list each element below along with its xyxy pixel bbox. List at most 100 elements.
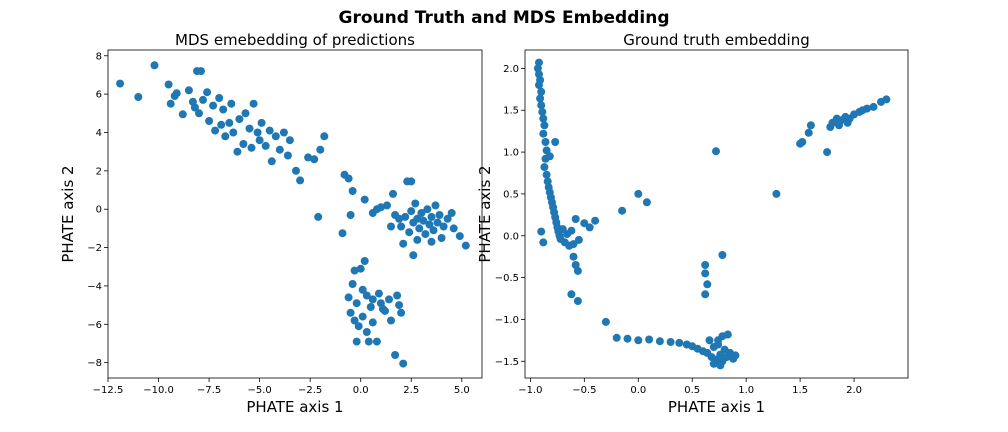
scatter-point: [731, 351, 740, 360]
scatter-point: [409, 251, 418, 260]
scatter-point: [580, 219, 589, 228]
scatter-point: [798, 138, 807, 146]
scatter-point: [411, 199, 420, 208]
scatter-point: [362, 328, 371, 336]
scatter-point: [435, 211, 444, 219]
scatter-point: [257, 118, 266, 127]
scatter-point: [804, 128, 813, 137]
scatter-point: [338, 229, 347, 238]
scatter-point: [374, 289, 383, 298]
y-tick-label: −4: [87, 281, 102, 292]
scatter-point: [116, 79, 125, 88]
scatter-point: [407, 177, 416, 186]
y-tick-label: −6: [87, 320, 102, 331]
scatter-point: [378, 304, 387, 313]
scatter-point: [423, 205, 432, 214]
scatter-point: [655, 337, 664, 346]
scatter-point: [366, 303, 375, 311]
scatter-point: [227, 99, 236, 108]
scatter-point: [304, 153, 313, 162]
scatter-point: [723, 330, 732, 339]
scatter-point: [718, 251, 727, 259]
scatter-point: [431, 201, 440, 210]
y-tick-label: 1.0: [503, 148, 519, 159]
y-tick-label: −0.5: [495, 273, 519, 284]
scatter-point: [535, 81, 543, 90]
scatter-point: [267, 157, 276, 166]
scatter-point: [634, 189, 643, 198]
scatter-point: [346, 308, 355, 317]
scatter-point: [221, 132, 230, 141]
scatter-point: [358, 312, 367, 321]
x-tick-label: −2.5: [298, 385, 322, 396]
axes-frame: [107, 49, 483, 379]
x-tick-label: −10.0: [143, 385, 174, 396]
scatter-point: [164, 80, 173, 89]
scatter-point: [134, 93, 143, 101]
x-tick-label: −7.5: [197, 385, 221, 396]
y-axis-label: PHATE axis 2: [476, 165, 494, 262]
scatter-point: [539, 114, 548, 123]
scatter-point: [215, 94, 224, 102]
scatter-point: [350, 266, 359, 275]
scatter-point: [348, 187, 357, 195]
scatter-point: [429, 226, 438, 235]
scatter-point: [279, 128, 288, 137]
scatter-point: [843, 118, 852, 127]
scatter-point: [395, 214, 404, 223]
scatter-point: [172, 89, 181, 98]
scatter-point: [360, 195, 369, 204]
scatter-points: [116, 61, 470, 368]
scatter-point: [642, 198, 651, 207]
scatter-point: [235, 115, 244, 124]
y-tick-label: 6: [96, 90, 102, 101]
y-tick-label: 2.0: [503, 64, 519, 75]
x-tick-label: 1.0: [738, 385, 754, 396]
scatter-point: [413, 214, 422, 223]
scatter-point: [229, 128, 238, 137]
scatter-points: [533, 58, 891, 370]
scatter-point: [314, 212, 323, 221]
scatter-point: [211, 126, 220, 135]
scatter-point: [271, 132, 280, 141]
x-tick-label: −5.0: [247, 385, 271, 396]
scatter-point: [320, 132, 329, 141]
scatter-point: [419, 216, 428, 225]
scatter-point: [397, 222, 406, 231]
scatter-point: [541, 138, 550, 146]
scatter-point: [352, 337, 361, 346]
scatter-point: [285, 136, 294, 145]
scatter-point: [344, 174, 353, 183]
scatter-point: [835, 121, 843, 130]
scatter-point: [573, 297, 582, 305]
subplot-title: MDS emebedding of predictions: [175, 31, 415, 49]
scatter-point: [539, 129, 548, 138]
scatter-point: [437, 234, 446, 242]
scatter-point: [376, 203, 385, 212]
scatter-point: [415, 224, 424, 233]
scatter-point: [316, 145, 325, 154]
scatter-point: [675, 338, 684, 347]
scatter-point: [395, 301, 404, 310]
scatter-point: [383, 201, 391, 210]
scatter-point: [716, 361, 725, 370]
scatter-point: [401, 212, 410, 221]
scatter-point: [542, 170, 551, 179]
scatter-point: [397, 308, 406, 317]
scatter-point: [296, 176, 305, 185]
scatter-point: [439, 222, 448, 231]
scatter-point: [399, 239, 408, 248]
scatter-point: [538, 107, 547, 116]
scatter-point: [425, 220, 434, 229]
scatter-point: [209, 101, 218, 110]
scatter-point: [461, 241, 470, 250]
scatter-point: [540, 163, 549, 172]
scatter-point: [537, 227, 546, 236]
x-tick-label: 0.5: [684, 385, 700, 396]
x-tick-label: −0.5: [572, 385, 596, 396]
scatter-point: [310, 155, 319, 164]
scatter-point: [245, 124, 254, 133]
scatter-point: [443, 214, 452, 223]
scatter-point: [666, 338, 675, 346]
scatter-point: [537, 87, 546, 96]
